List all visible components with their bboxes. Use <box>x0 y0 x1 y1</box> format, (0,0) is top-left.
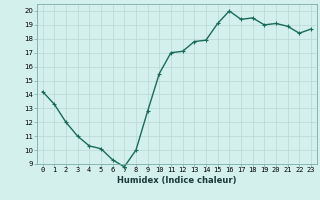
X-axis label: Humidex (Indice chaleur): Humidex (Indice chaleur) <box>117 176 236 185</box>
